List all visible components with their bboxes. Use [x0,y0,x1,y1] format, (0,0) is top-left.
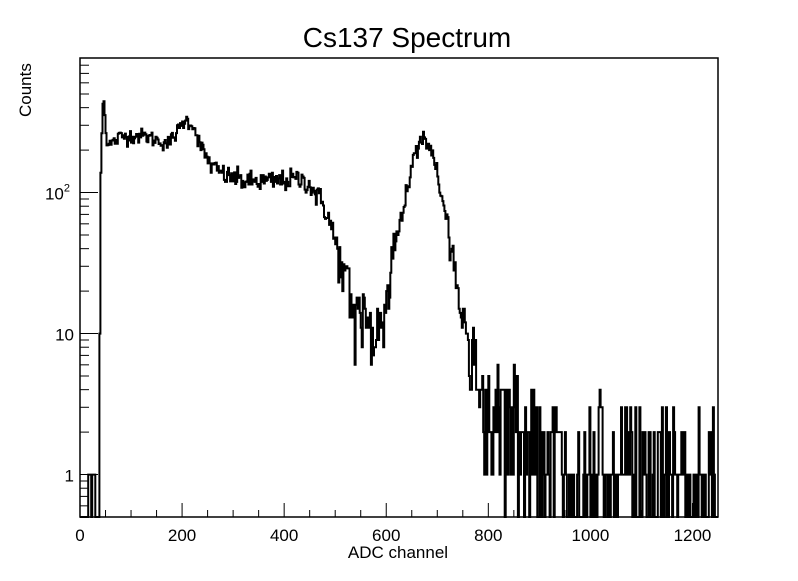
chart-title: Cs137 Spectrum [303,22,512,53]
x-tick-label: 1200 [674,526,712,545]
y-tick-label: 102 [45,183,70,204]
x-tick-label: 800 [474,526,502,545]
x-axis: 0 200 400 600 800 1000 1200 [75,503,719,545]
x-tick-label: 1000 [571,526,609,545]
histogram-series [80,100,718,518]
y-tick-label: 1 [65,467,74,486]
y-axis: 1 10 102 [45,57,98,518]
plot-frame [79,57,719,518]
y-axis-label: Counts [16,63,35,117]
y-tick-label: 10 [55,326,74,345]
x-tick-label: 600 [372,526,400,545]
x-axis-label: ADC channel [348,543,448,562]
spectrum-line [80,100,718,518]
x-tick-label: 200 [168,526,196,545]
x-tick-label: 400 [270,526,298,545]
x-tick-label: 0 [75,526,84,545]
